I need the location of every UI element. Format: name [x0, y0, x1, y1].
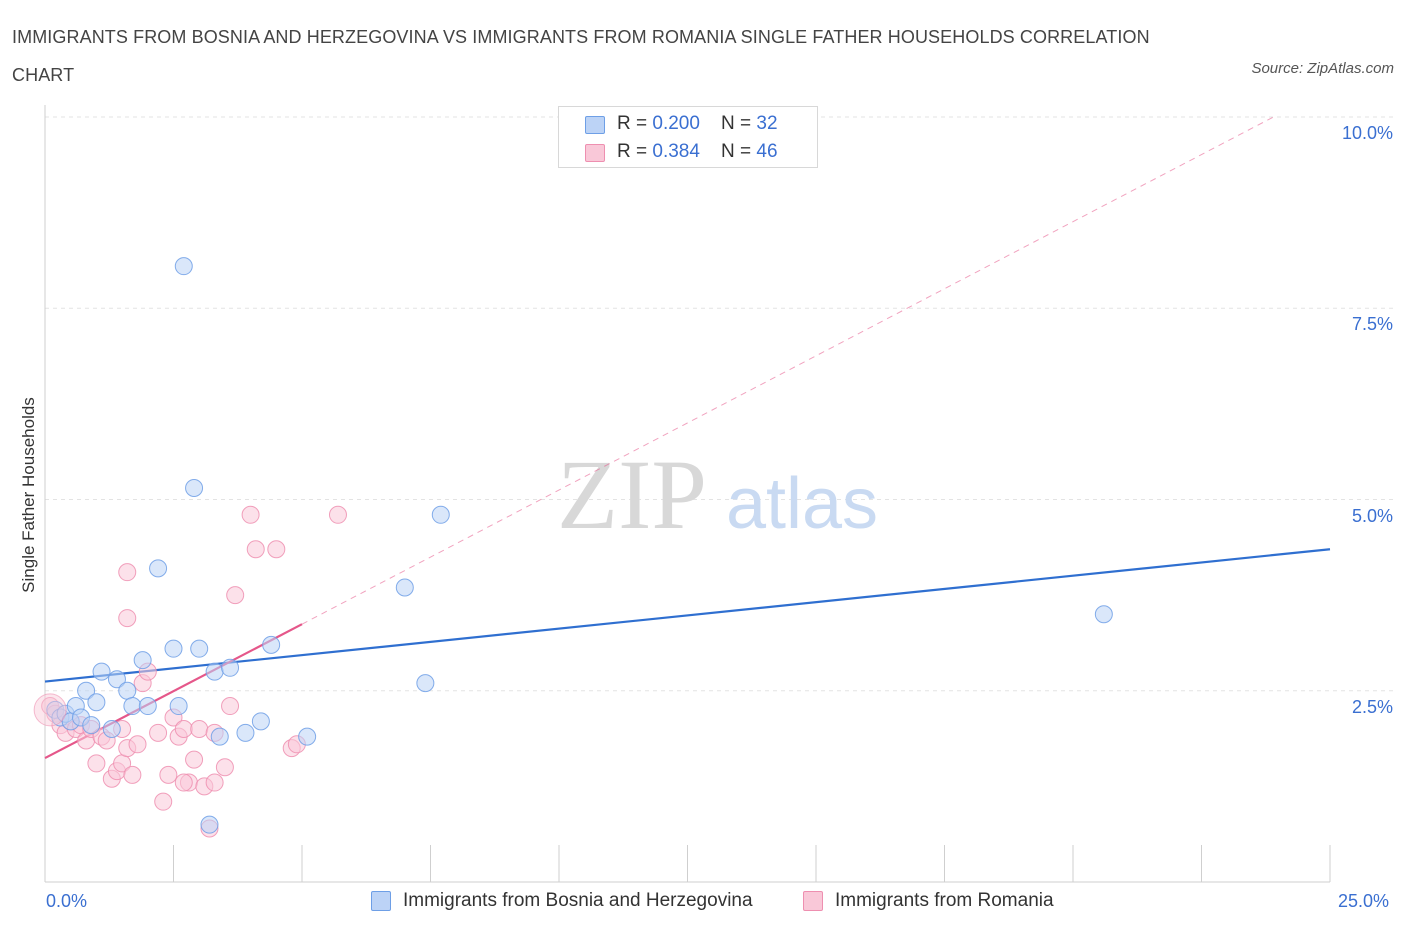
trend-line-romania-extrapolated [301, 116, 1274, 625]
point-bosnia [102, 720, 121, 738]
source-label: Source: ZipAtlas.com [1251, 60, 1394, 77]
point-romania [205, 773, 224, 792]
point-bosnia [210, 727, 229, 746]
point-romania [221, 697, 240, 716]
y-tick-label: 7.5% [1351, 314, 1393, 335]
point-bosnia [262, 635, 281, 654]
watermark-atlas: atlas [726, 464, 878, 544]
legend-text-bosnia: R = 0.200 N = 32 [617, 113, 778, 135]
point-romania [118, 563, 137, 582]
point-romania-cluster [33, 693, 67, 727]
point-romania [174, 773, 193, 792]
point-bosnia [123, 697, 142, 716]
point-bosnia [174, 257, 193, 276]
legend-swatch-bosnia [585, 116, 605, 134]
point-bosnia [190, 639, 209, 658]
point-bosnia [138, 697, 157, 716]
point-romania [159, 765, 178, 784]
point-romania [246, 540, 265, 559]
point-bosnia [200, 815, 219, 834]
x-tick-label-max: 25.0% [1338, 891, 1390, 911]
point-romania [267, 540, 286, 559]
point-romania [215, 758, 234, 777]
r-label: R = [617, 141, 653, 162]
axes [44, 105, 1331, 883]
n-label: N = [721, 113, 757, 134]
point-romania [328, 505, 347, 524]
point-bosnia [133, 651, 152, 670]
bottom-legend-swatch-bosnia [371, 891, 391, 911]
point-bosnia [1094, 605, 1113, 624]
point-bosnia [149, 559, 168, 578]
point-romania [149, 723, 168, 742]
point-romania [154, 792, 173, 811]
bottom-legend-label-bosnia: Immigrants from Bosnia and Herzegovina [403, 890, 753, 911]
watermark: ZIP atlas [557, 439, 878, 550]
r-value-bosnia: 0.200 [652, 113, 700, 134]
bottom-legend-label-romania: Immigrants from Romania [835, 890, 1054, 911]
point-bosnia [251, 712, 270, 731]
trend-lines [44, 116, 1331, 760]
point-romania [226, 586, 245, 605]
point-bosnia [395, 578, 414, 597]
correlation-legend: R = 0.200 N = 32 R = 0.384 N = 46 [558, 106, 818, 168]
point-bosnia [118, 681, 137, 700]
point-bosnia [164, 639, 183, 658]
n-value-bosnia: 32 [756, 113, 778, 134]
bottom-legend-swatch-romania [803, 891, 823, 911]
point-bosnia [92, 662, 111, 681]
point-bosnia [416, 674, 435, 693]
point-romania [123, 765, 142, 784]
n-value-romania: 46 [756, 141, 778, 162]
y-tick-label: 2.5% [1351, 696, 1393, 717]
point-bosnia [77, 681, 96, 700]
point-bosnia [298, 727, 317, 746]
point-romania [241, 505, 260, 524]
point-romania [128, 735, 147, 754]
trend-line-bosnia [44, 548, 1331, 683]
point-bosnia [431, 505, 450, 524]
y-tick-label: 5.0% [1351, 505, 1393, 526]
grid-lines [45, 116, 1395, 692]
watermark-zip: ZIP [557, 439, 707, 550]
data-points [33, 257, 1113, 838]
point-romania [190, 720, 209, 738]
y-tick-label: 10.0% [1341, 123, 1393, 143]
point-romania [185, 750, 204, 769]
point-bosnia [236, 723, 255, 742]
point-bosnia [205, 662, 224, 681]
n-label: N = [721, 141, 757, 162]
point-romania [87, 754, 106, 773]
r-label: R = [617, 113, 653, 134]
x-tick-label-min: 0.0% [46, 891, 88, 911]
point-bosnia [87, 693, 106, 712]
point-romania [174, 720, 193, 738]
point-bosnia [107, 670, 126, 689]
point-bosnia [82, 716, 101, 735]
point-bosnia [185, 479, 204, 498]
legend-text-romania: R = 0.384 N = 46 [617, 141, 778, 163]
point-bosnia [169, 697, 188, 716]
point-bosnia [221, 658, 240, 677]
r-value-romania: 0.384 [652, 141, 700, 162]
chart-title: IMMIGRANTS FROM BOSNIA AND HERZEGOVINA V… [12, 27, 1150, 85]
legend-swatch-romania [585, 144, 605, 162]
point-romania [118, 609, 137, 628]
